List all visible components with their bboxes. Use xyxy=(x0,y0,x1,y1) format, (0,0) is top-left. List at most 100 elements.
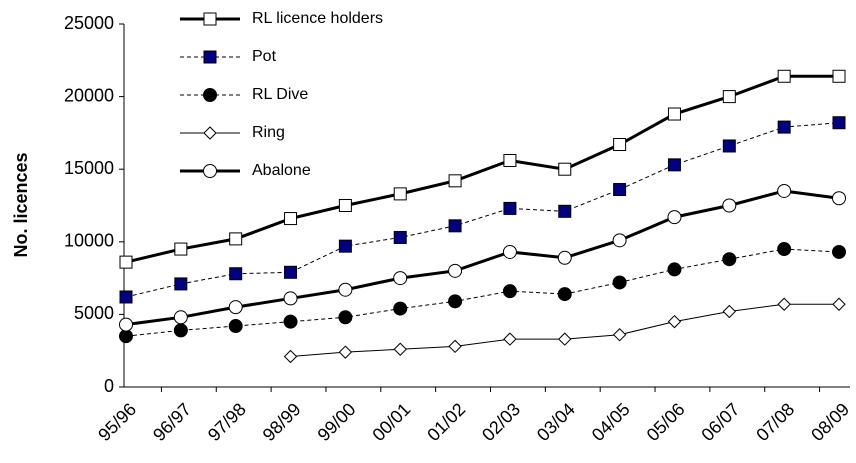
marker xyxy=(503,153,517,167)
x-tick-label: 01/02 xyxy=(423,399,469,445)
marker xyxy=(393,342,407,356)
marker xyxy=(667,158,681,172)
legend: RL licence holders Pot RL Dive Ring Abalone xyxy=(180,10,383,179)
series xyxy=(119,69,846,269)
marker xyxy=(203,164,217,178)
marker xyxy=(119,255,133,269)
marker xyxy=(832,116,846,130)
marker xyxy=(119,329,133,344)
x-tick-label: 06/07 xyxy=(697,399,743,445)
legend-label: RL licence holders xyxy=(252,10,383,27)
legend-label: RL Dive xyxy=(252,86,308,103)
series xyxy=(119,116,846,304)
marker xyxy=(777,69,791,83)
x-tick-label: 98/99 xyxy=(259,399,305,445)
x-tick-label: 02/03 xyxy=(478,399,524,445)
marker xyxy=(503,201,517,215)
y-tick-label: 0 xyxy=(104,376,114,396)
marker xyxy=(667,262,682,277)
marker xyxy=(338,199,352,212)
marker xyxy=(448,294,463,309)
marker xyxy=(203,12,217,26)
marker xyxy=(173,323,188,338)
series-line xyxy=(125,248,840,337)
marker xyxy=(393,301,408,316)
x-tick-label: 97/98 xyxy=(204,399,250,445)
x-tick-label: 07/08 xyxy=(752,399,798,445)
legend-label: Abalone xyxy=(252,162,311,179)
marker xyxy=(612,328,627,342)
marker xyxy=(722,90,736,104)
marker xyxy=(777,297,791,311)
x-tick-label: 99/00 xyxy=(314,399,360,445)
marker xyxy=(613,183,627,197)
marker xyxy=(448,219,462,233)
marker xyxy=(203,126,217,140)
y-tick-label: 25000 xyxy=(64,13,114,33)
marker xyxy=(393,187,407,201)
marker xyxy=(228,319,243,334)
marker xyxy=(283,314,298,329)
marker xyxy=(612,233,627,248)
marker xyxy=(203,50,217,64)
marker xyxy=(557,287,572,302)
marker xyxy=(557,250,572,265)
marker xyxy=(229,267,243,281)
marker xyxy=(667,210,682,225)
series-line xyxy=(290,303,839,358)
x-tick-label: 00/01 xyxy=(368,399,414,445)
x-tick-label: 96/97 xyxy=(149,399,195,445)
y-tick-label: 10000 xyxy=(64,231,114,251)
y-axis-label: No. licences xyxy=(11,152,31,257)
marker xyxy=(722,304,737,319)
marker xyxy=(503,332,517,346)
series xyxy=(119,183,846,332)
marker xyxy=(558,332,572,346)
marker xyxy=(338,282,353,297)
marker xyxy=(448,339,462,354)
marker xyxy=(832,69,846,83)
marker xyxy=(777,120,791,134)
x-tick-label: 03/04 xyxy=(533,399,579,445)
series-line xyxy=(125,74,839,264)
marker xyxy=(229,232,243,246)
marker xyxy=(338,310,353,325)
marker xyxy=(832,297,846,311)
marker xyxy=(612,275,627,290)
series-line xyxy=(125,189,840,327)
series-line xyxy=(125,122,840,298)
x-tick-label: 95/96 xyxy=(94,399,140,445)
marker xyxy=(667,314,682,329)
y-tick-label: 5000 xyxy=(74,303,114,323)
marker xyxy=(338,345,353,359)
marker xyxy=(667,107,681,121)
x-tick-label: 05/06 xyxy=(643,399,689,445)
marker xyxy=(119,317,133,332)
marker xyxy=(174,277,188,291)
marker xyxy=(502,244,517,259)
marker xyxy=(393,271,408,286)
marker xyxy=(832,191,846,206)
marker xyxy=(283,291,298,306)
x-tick-label: 04/05 xyxy=(588,399,634,445)
marker xyxy=(284,265,298,279)
marker xyxy=(777,183,792,198)
marker xyxy=(832,244,846,259)
marker xyxy=(119,290,133,304)
marker xyxy=(722,252,737,267)
marker xyxy=(228,300,243,315)
marker xyxy=(777,242,792,257)
marker xyxy=(174,242,188,256)
marker xyxy=(613,138,627,152)
marker xyxy=(393,230,407,244)
marker xyxy=(722,198,737,213)
series xyxy=(283,297,846,364)
marker xyxy=(502,284,517,299)
y-tick-label: 15000 xyxy=(64,158,114,178)
y-tick-label: 20000 xyxy=(64,85,114,105)
marker xyxy=(722,139,736,153)
marker xyxy=(558,162,572,176)
legend-label: Ring xyxy=(252,124,285,141)
marker xyxy=(448,174,462,188)
marker xyxy=(448,263,463,278)
